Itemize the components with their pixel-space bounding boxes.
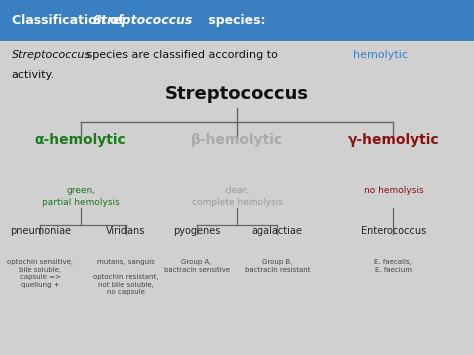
Text: agalactiae: agalactiae xyxy=(252,226,303,236)
Text: γ-hemolytic: γ-hemolytic xyxy=(347,133,439,147)
Text: activity.: activity. xyxy=(12,70,55,80)
Bar xyxy=(0,0,474,41)
Text: species:: species: xyxy=(204,14,265,27)
Text: optochin sensitive,
bile soluble,
capsule =>
quellung +: optochin sensitive, bile soluble, capsul… xyxy=(7,259,73,288)
Text: Viridans: Viridans xyxy=(106,226,146,236)
Text: β-hemolytic: β-hemolytic xyxy=(191,133,283,147)
Text: Classification of: Classification of xyxy=(12,14,128,27)
Text: no hemolysis: no hemolysis xyxy=(364,186,423,195)
Text: Streptococcus: Streptococcus xyxy=(165,85,309,103)
Text: E. faecalis,
E. faecium: E. faecalis, E. faecium xyxy=(374,259,412,273)
Text: pyogenes: pyogenes xyxy=(173,226,220,236)
Text: mutans, sanguis

optochin resistant,
not bile soluble,
no capsule: mutans, sanguis optochin resistant, not … xyxy=(93,259,158,295)
Text: Streptococcus: Streptococcus xyxy=(92,14,193,27)
Text: Streptococcus: Streptococcus xyxy=(12,50,91,60)
Text: species are classified according to: species are classified according to xyxy=(83,50,282,60)
Text: Group A,
bactracin sensitive: Group A, bactracin sensitive xyxy=(164,259,230,273)
Text: hemolytic: hemolytic xyxy=(353,50,408,60)
Text: Group B,
bactracin resistant: Group B, bactracin resistant xyxy=(245,259,310,273)
Text: pneumoniae: pneumoniae xyxy=(10,226,71,236)
Text: α-hemolytic: α-hemolytic xyxy=(35,133,127,147)
Text: green,
partial hemolysis: green, partial hemolysis xyxy=(42,186,119,207)
Text: Enterococcus: Enterococcus xyxy=(361,226,426,236)
Text: clear,
complete hemolysis: clear, complete hemolysis xyxy=(191,186,283,207)
